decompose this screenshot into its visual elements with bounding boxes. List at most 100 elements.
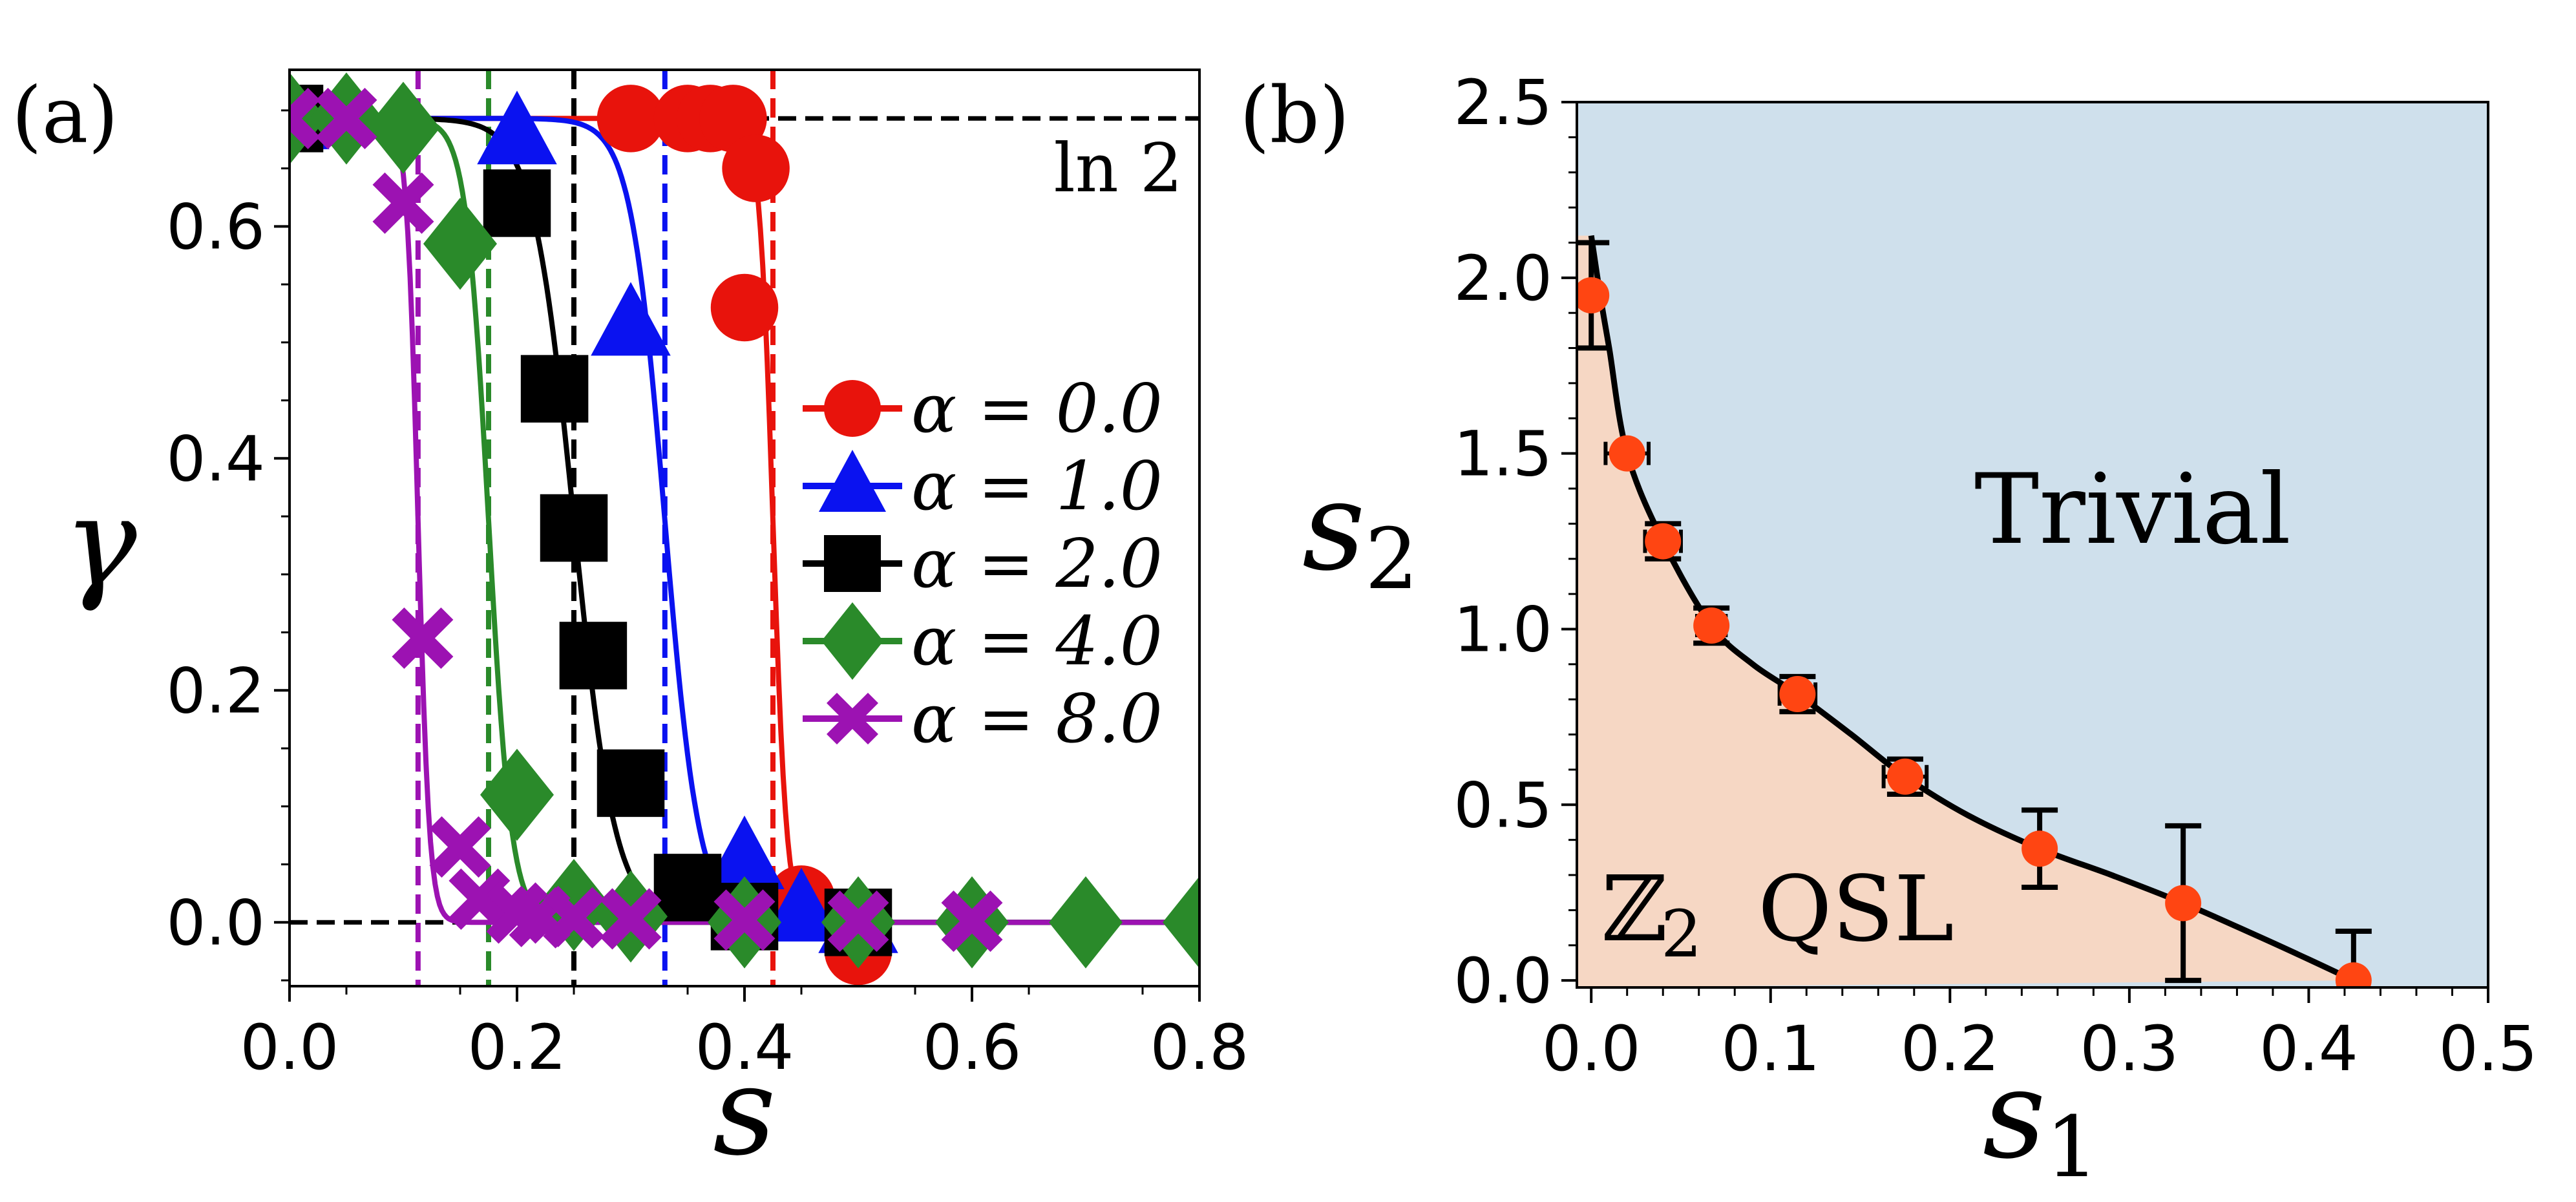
data-point [1163,876,1199,969]
y-tick-label: 0.2 [166,655,265,727]
legend-marker [821,602,883,680]
panel-b-y-axis-label: s 2 [1302,455,1419,608]
y-tick-label: 0.0 [166,887,265,959]
data-point [704,816,785,890]
y-tick-label: 1.5 [1453,418,1552,490]
x-tick-label: 0.4 [695,1011,794,1084]
data-point [423,197,497,290]
data-point [520,355,589,423]
data-point [559,622,628,690]
phase-points [1577,277,2372,987]
panel-b-x-axis-label: s 1 [1983,1043,2099,1196]
qsl-symbol: ℤ [1601,857,1667,962]
y-tick-label: 0.6 [166,191,265,263]
x-tick-label: 0.0 [1542,1013,1641,1085]
qsl-label: ℤ 2 QSL [1601,857,1954,972]
legend-label: α = 8.0 [911,679,1163,758]
ln2-annotation: ln 2 [1054,129,1183,207]
data-point [540,494,608,562]
y-axis-label-subscript: 2 [1365,510,1419,608]
x-tick-label: 0.5 [2439,1013,2538,1085]
panel-a-y-axis: 0.0 0.2 0.4 0.6 [166,109,290,982]
panel-a-x-axis: 0.0 0.2 0.4 0.6 0.8 [240,986,1249,1084]
phase-point [1779,676,1816,713]
x-tick-label: 0.2 [468,1011,567,1084]
panel-a-label: (a) [12,71,118,161]
legend-label: α = 0.0 [911,369,1163,448]
data-point [290,72,326,165]
data-point [429,816,491,878]
legend-label: α = 2.0 [911,524,1163,603]
phase-point [1609,435,1645,472]
data-point [392,607,454,670]
phase-point [1886,758,1923,795]
legend-label: α = 1.0 [911,447,1163,525]
data-point [596,85,665,153]
data-point [449,868,511,930]
data-point [600,888,662,950]
y-tick-label: 2.5 [1453,67,1552,139]
panel-b: (b) 0.0 0.1 0.2 0.3 0.4 0.5 0.0 0.5 1.0 1.5 2.0 2.… [1240,67,2537,1196]
legend-marker [827,693,878,744]
y-tick-label: 2.0 [1453,242,1552,315]
panel-b-y-axis: 0.0 0.5 1.0 1.5 2.0 2.5 [1453,67,1577,1017]
legend-marker [824,380,881,437]
y-tick-label: 0.5 [1453,769,1552,841]
data-point [315,87,377,149]
phase-point [1693,607,1730,644]
data-point [827,890,889,952]
x-axis-label-s: s [1983,1043,2046,1186]
data-point [477,90,557,165]
data-point [543,887,605,949]
y-tick-label: 0.0 [1453,945,1552,1017]
qsl-text: QSL [1758,857,1954,962]
panel-a-x-axis-label: s [713,1040,776,1183]
data-point [710,273,779,342]
panel-a-plot-area [290,70,1199,986]
x-tick-label: 0.3 [2080,1013,2179,1085]
y-tick-label: 0.4 [166,423,265,495]
data-point [941,890,1003,952]
x-axis-label-subscript: 1 [2045,1098,2099,1196]
x-tick-label: 0.1 [1721,1013,1820,1085]
data-markers [290,72,1199,986]
data-point [483,169,551,237]
data-point [1049,876,1123,969]
qsl-subscript: 2 [1661,896,1702,972]
trivial-label: Trivial [1974,454,2291,566]
phase-point [2335,962,2372,987]
data-point [372,172,434,234]
phase-point [2022,830,2058,867]
phase-point [2165,885,2202,922]
data-point [591,282,671,356]
qsl-region [1577,235,2354,987]
x-tick-label: 0.0 [240,1011,339,1084]
x-tick-label: 0.2 [1901,1013,2000,1085]
data-point [761,867,841,942]
y-tick-label: 1.0 [1453,593,1552,666]
data-point [653,854,722,922]
panel-a-y-axis-label: γ [63,471,137,614]
legend-label: α = 4.0 [911,602,1163,680]
data-point [366,81,440,174]
x-tick-label: 0.8 [1150,1011,1249,1084]
data-point [596,749,665,817]
phase-point [1577,277,1610,313]
panel-b-frame [1576,101,2489,989]
y-axis-label-s: s [1302,455,1366,598]
legend-marker [824,535,881,592]
data-point [713,889,776,951]
panel-b-label: (b) [1240,71,1349,161]
panel-b-plot-area [1577,102,2488,987]
panel-a: (a) 0.0 0.2 0.4 0.6 0.8 0.00.20.40.6 ln 2 s … [12,69,1249,1183]
x-tick-label: 0.4 [2259,1013,2358,1085]
legend-marker [819,450,886,512]
panel-b-x-axis: 0.0 0.1 0.2 0.3 0.4 0.5 [1542,987,2537,1085]
data-point [722,134,790,202]
data-point [480,748,554,841]
legend: α = 0.0α = 1.0α = 2.0α = 4.0α = 8.0 [803,369,1163,758]
x-tick-label: 0.6 [923,1011,1022,1084]
data-point [290,87,321,149]
phase-point [1645,523,1682,560]
